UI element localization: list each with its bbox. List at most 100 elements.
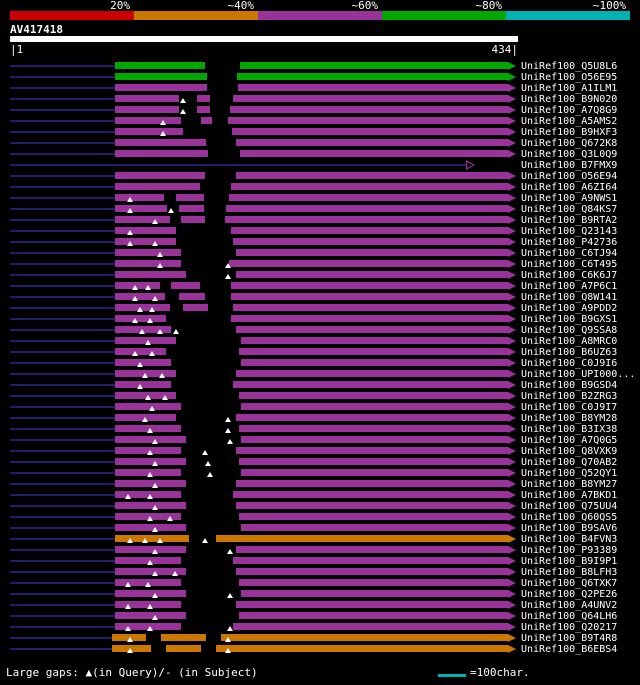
hit-label[interactable]: UniRef100_Q6TXK7: [521, 578, 618, 589]
alignment-bar[interactable]: [115, 62, 508, 69]
hit-label[interactable]: UniRef100_A7BKD1: [521, 490, 618, 501]
alignment-bar[interactable]: [112, 645, 508, 652]
hit-label[interactable]: UniRef100_A7Q0G5: [521, 435, 618, 446]
alignment-bar[interactable]: [115, 293, 508, 300]
hit-label[interactable]: UniRef100_B9I9P1: [521, 556, 618, 567]
alignment-bar[interactable]: [115, 359, 508, 366]
hit-label[interactable]: UniRef100_A5AMS2: [521, 116, 618, 127]
alignment-bar[interactable]: [115, 139, 508, 146]
hit-label[interactable]: UniRef100_Q52QY1: [521, 468, 618, 479]
alignment-bar[interactable]: [115, 425, 508, 432]
hit-label[interactable]: UniRef100_A8MRC0: [521, 336, 618, 347]
hit-label[interactable]: UniRef100_Q60QS5: [521, 512, 618, 523]
hit-label[interactable]: UniRef100_Q75UU4: [521, 501, 618, 512]
hit-label[interactable]: UniRef100_B6UZ63: [521, 347, 618, 358]
hit-label[interactable]: UniRef100_Q8VXK9: [521, 446, 618, 457]
hit-label[interactable]: UniRef100_B6EBS4: [521, 644, 618, 655]
hit-label[interactable]: UniRef100_A6ZI64: [521, 182, 618, 193]
alignment-bar[interactable]: [115, 469, 508, 476]
alignment-bar[interactable]: [115, 612, 508, 619]
alignment-bar[interactable]: [115, 623, 508, 630]
alignment-bar[interactable]: [115, 172, 508, 179]
hit-label[interactable]: UniRef100_B9N020: [521, 94, 618, 105]
hit-label[interactable]: UniRef100_P93389: [521, 545, 618, 556]
alignment-bar[interactable]: [115, 458, 508, 465]
alignment-bar[interactable]: [115, 183, 508, 190]
alignment-bar[interactable]: [115, 392, 508, 399]
alignment-bar[interactable]: [115, 381, 508, 388]
alignment-bar[interactable]: [115, 579, 508, 586]
alignment-bar[interactable]: [115, 601, 508, 608]
alignment-bar[interactable]: [115, 590, 508, 597]
alignment-bar[interactable]: [115, 128, 508, 135]
hit-label[interactable]: UniRef100_B3IX38: [521, 424, 618, 435]
alignment-bar[interactable]: [115, 348, 508, 355]
hit-label[interactable]: UniRef100_C6TJ94: [521, 248, 618, 259]
alignment-bar[interactable]: [115, 216, 508, 223]
alignment-bar[interactable]: [115, 271, 508, 278]
hit-label[interactable]: UniRef100_B4FVN3: [521, 534, 618, 545]
hit-label[interactable]: UniRef100_Q70AB2: [521, 457, 618, 468]
alignment-bar[interactable]: [115, 227, 508, 234]
alignment-bar[interactable]: [115, 117, 508, 124]
alignment-bar[interactable]: [115, 546, 508, 553]
alignment-bar[interactable]: [115, 194, 508, 201]
alignment-bar[interactable]: [115, 436, 508, 443]
hit-label[interactable]: UniRef100_A7P6C1: [521, 281, 618, 292]
hit-label[interactable]: UniRef100_C6T495: [521, 259, 618, 270]
hit-label[interactable]: UniRef100_B9HXF3: [521, 127, 618, 138]
hit-label[interactable]: UniRef100_A9NWS1: [521, 193, 618, 204]
hit-label[interactable]: UniRef100_A7Q8G9: [521, 105, 618, 116]
hit-label[interactable]: UniRef100_Q23143: [521, 226, 618, 237]
hit-label[interactable]: UniRef100_B9SAV6: [521, 523, 618, 534]
hit-label[interactable]: UniRef100_UPI000...: [521, 369, 636, 380]
alignment-bar[interactable]: [115, 282, 508, 289]
hit-label[interactable]: UniRef100_A4UNV2: [521, 600, 618, 611]
hit-label[interactable]: UniRef100_Q9SSA8: [521, 325, 618, 336]
hit-label[interactable]: UniRef100_B2ZRG3: [521, 391, 618, 402]
hit-label[interactable]: UniRef100_Q2PE26: [521, 589, 618, 600]
hit-label[interactable]: UniRef100_B7FMX9: [521, 160, 618, 171]
alignment-bar[interactable]: [115, 238, 508, 245]
alignment-bar[interactable]: [115, 568, 508, 575]
hit-label[interactable]: UniRef100_B8YM28: [521, 413, 618, 424]
hit-label[interactable]: UniRef100_Q84KS7: [521, 204, 618, 215]
alignment-bar[interactable]: [115, 260, 508, 267]
alignment-bar[interactable]: [115, 315, 508, 322]
hit-label[interactable]: UniRef100_O56E94: [521, 171, 618, 182]
alignment-bar[interactable]: [115, 326, 508, 333]
alignment-bar[interactable]: [115, 447, 508, 454]
alignment-bar[interactable]: [115, 502, 508, 509]
alignment-bar[interactable]: [115, 150, 508, 157]
alignment-bar[interactable]: [115, 557, 508, 564]
hit-label[interactable]: UniRef100_B9T4R8: [521, 633, 618, 644]
alignment-bar[interactable]: [115, 370, 508, 377]
hit-label[interactable]: UniRef100_B8YM27: [521, 479, 618, 490]
alignment-bar[interactable]: [115, 480, 508, 487]
alignment-bar[interactable]: [115, 73, 508, 80]
hit-label[interactable]: UniRef100_B9RTA2: [521, 215, 618, 226]
alignment-bar[interactable]: [115, 414, 508, 421]
alignment-bar[interactable]: [115, 84, 508, 91]
hit-label[interactable]: UniRef100_Q3L0Q9: [521, 149, 618, 160]
hit-label[interactable]: UniRef100_Q5U8L6: [521, 61, 618, 72]
hit-label[interactable]: UniRef100_B9GSD4: [521, 380, 618, 391]
hit-label[interactable]: UniRef100_Q20217: [521, 622, 618, 633]
alignment-bar[interactable]: [115, 535, 508, 542]
hit-label[interactable]: UniRef100_B9GXS1: [521, 314, 618, 325]
hit-label[interactable]: UniRef100_C0J9I7: [521, 402, 618, 413]
alignment-bar[interactable]: [115, 513, 508, 520]
hit-label[interactable]: UniRef100_C0J9I6: [521, 358, 618, 369]
alignment-bar[interactable]: [112, 634, 508, 641]
alignment-bar[interactable]: [115, 304, 508, 311]
hit-label[interactable]: UniRef100_A9PDD2: [521, 303, 618, 314]
alignment-bar[interactable]: [115, 403, 508, 410]
alignment-bar[interactable]: [115, 106, 508, 113]
hit-label[interactable]: UniRef100_O56E95: [521, 72, 618, 83]
hit-label[interactable]: UniRef100_Q8W141: [521, 292, 618, 303]
alignment-bar[interactable]: [115, 249, 508, 256]
hit-label[interactable]: UniRef100_P42736: [521, 237, 618, 248]
hit-label[interactable]: UniRef100_A1ILM1: [521, 83, 618, 94]
hit-label[interactable]: UniRef100_B8LFH3: [521, 567, 618, 578]
alignment-bar[interactable]: [115, 524, 508, 531]
